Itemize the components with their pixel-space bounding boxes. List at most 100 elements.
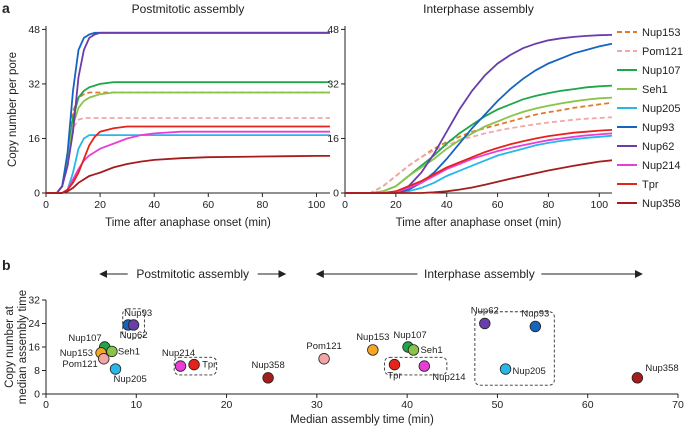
- chart-title: Postmitotic assembly: [132, 2, 245, 16]
- series-line-tpr: [345, 129, 613, 194]
- point-label: Nup153: [60, 348, 93, 359]
- series-line-pom121: [345, 116, 613, 194]
- point-interphase-seh1: [407, 344, 420, 356]
- point-interphase-nup358: [631, 372, 644, 384]
- x-tick-label: 40: [441, 199, 453, 211]
- series-line-nup205: [46, 134, 330, 194]
- x-tick-label: 0: [342, 199, 348, 211]
- x-tick-label: 50: [492, 399, 504, 411]
- point-label: Tpr: [387, 371, 401, 382]
- legend-label-nup205: Nup205: [642, 103, 681, 115]
- group-box: [173, 356, 218, 376]
- point-label: Nup205: [513, 366, 546, 377]
- point-label: Nup62: [120, 330, 148, 341]
- series-line-seh1: [345, 96, 613, 194]
- point-interphase-nup93: [529, 320, 542, 333]
- x-tick-label: 20: [94, 199, 106, 211]
- series-line-nup93: [46, 31, 330, 194]
- group-box: [474, 311, 555, 386]
- legend-label-nup358: Nup358: [642, 198, 681, 210]
- y-tick-label: 16: [28, 133, 40, 145]
- point-label: Nup358: [251, 360, 284, 371]
- range-label: Postmitotic assembly: [136, 267, 249, 281]
- group-box: [384, 356, 448, 376]
- point-postmitotic-nup358: [262, 372, 274, 384]
- x-tick-label: 100: [591, 199, 609, 211]
- x-tick-label: 10: [130, 399, 142, 411]
- point-interphase-nup62: [479, 317, 491, 330]
- x-axis-label: Time after anaphase onset (min): [105, 217, 271, 229]
- y-tick-label: 0: [34, 188, 40, 200]
- chart-interphase: Interphase assembly 0 20 40 60 80 100 0 16 32 48 Ti…: [327, 2, 613, 229]
- y-tick-label: 0: [333, 188, 339, 200]
- legend: Nup153 Pom121 Nup107 Seh1 Nup205 Nup93 Nup62 Nu…: [617, 27, 683, 210]
- point-postmitotic-nup214: [174, 360, 187, 372]
- point-label: Nup93: [124, 308, 152, 319]
- chart-scatter: 0 10 20 30 40 50 60 70 0 8 16 24 32 Median assembly t…: [4, 266, 684, 426]
- point-label: Nup205: [114, 374, 147, 385]
- x-tick-label: 60: [202, 199, 214, 211]
- y-tick-label: 48: [28, 24, 40, 36]
- y-tick-label: 32: [28, 295, 40, 307]
- x-tick-label: 0: [43, 199, 49, 211]
- point-label: Nup214: [432, 372, 465, 383]
- series-line-nup358: [345, 159, 613, 194]
- legend-label-pom121: Pom121: [642, 46, 683, 58]
- range-label-bg: [417, 266, 542, 282]
- series-line-nup62: [46, 31, 330, 194]
- x-tick-label: 100: [308, 199, 326, 211]
- y-axis-label-line1: Copy number at: [4, 305, 16, 388]
- point-label: Nup107: [393, 330, 426, 341]
- series-line-seh1: [46, 91, 330, 194]
- series-line-nup153: [46, 91, 330, 194]
- x-tick-label: 20: [221, 399, 233, 411]
- point-postmitotic-pom121: [98, 353, 110, 365]
- series-line-nup214: [345, 132, 613, 194]
- legend-label-nup214: Nup214: [642, 160, 681, 172]
- y-tick-label: 0: [34, 389, 40, 401]
- legend-label-nup93: Nup93: [642, 122, 674, 134]
- y-tick-label: 16: [327, 133, 339, 145]
- point-label: Pom121: [306, 341, 341, 352]
- point-label: Nup107: [68, 333, 101, 344]
- series-line-nup214: [46, 130, 330, 194]
- x-tick-label: 20: [390, 199, 402, 211]
- point-postmitotic-nup62: [127, 319, 140, 331]
- legend-label-tpr: Tpr: [642, 179, 659, 191]
- x-tick-label: 60: [492, 199, 504, 211]
- range-label: Interphase assembly: [424, 267, 535, 281]
- series-line-nup153: [345, 101, 613, 194]
- legend-label-nup107: Nup107: [642, 65, 681, 77]
- x-tick-label: 40: [148, 199, 160, 211]
- point-interphase-pom121: [318, 353, 330, 365]
- y-axis-label-line2: median assembly time: [17, 290, 29, 404]
- x-axis-label: Median assembly time (min): [290, 414, 434, 426]
- chart-postmitotic: Postmitotic assembly 0 20 40 60 80 100 0 16 32 48 T…: [7, 2, 330, 229]
- point-label: Nup153: [356, 332, 389, 343]
- y-tick-label: 8: [34, 365, 40, 377]
- x-axis-label: Time after anaphase onset (min): [396, 217, 562, 229]
- series-line-nup93: [345, 42, 613, 194]
- chart-title: Interphase assembly: [423, 2, 534, 16]
- point-label: Seh1: [118, 346, 140, 357]
- y-tick-label: 48: [327, 24, 339, 36]
- legend-label-nup62: Nup62: [642, 141, 674, 153]
- point-label: Nup358: [645, 363, 678, 374]
- x-tick-label: 80: [257, 199, 269, 211]
- y-axis-label: Copy number per pore: [7, 52, 19, 167]
- point-postmitotic-nup205: [109, 363, 122, 375]
- point-interphase-nup214: [418, 360, 430, 372]
- x-tick-label: 70: [672, 399, 684, 411]
- series-line-nup358: [46, 154, 330, 194]
- legend-label-nup153: Nup153: [642, 27, 681, 39]
- point-interphase-nup153: [367, 344, 379, 356]
- range-label-bg: [127, 266, 258, 282]
- y-tick-label: 32: [28, 78, 40, 90]
- legend-label-seh1: Seh1: [642, 84, 668, 96]
- point-label: Nup62: [471, 306, 499, 317]
- series-line-nup62: [345, 34, 613, 194]
- panel-a-label: a: [2, 0, 10, 16]
- point-interphase-tpr: [388, 358, 401, 371]
- point-postmitotic-tpr: [188, 358, 200, 371]
